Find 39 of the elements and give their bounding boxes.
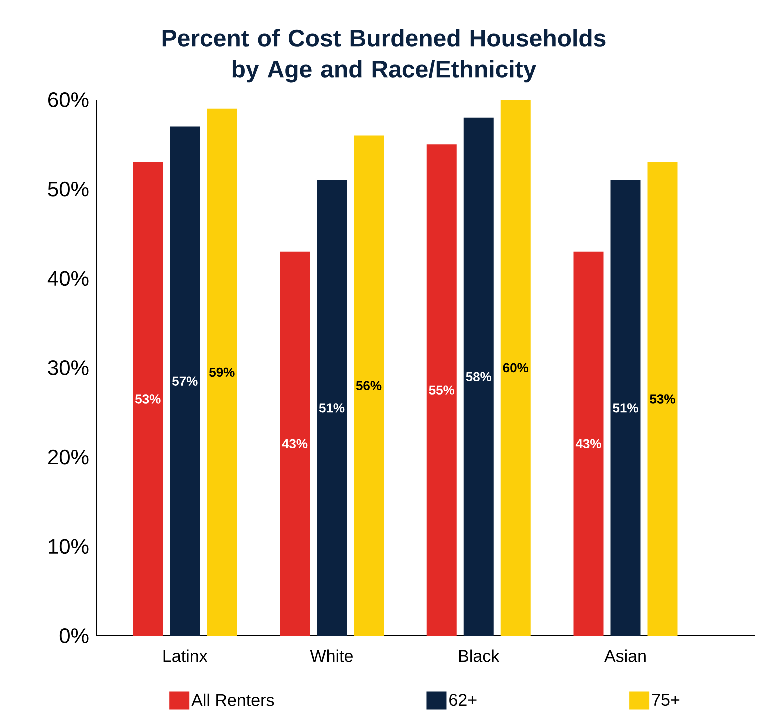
- y-tick-label: 30%: [48, 360, 89, 376]
- bar: [464, 118, 494, 636]
- bar: [280, 252, 310, 636]
- data-label: 59%: [210, 368, 235, 378]
- y-tick-label: 10%: [49, 539, 89, 554]
- legend-label: 62+: [450, 694, 477, 706]
- y-tick-label: 40%: [48, 271, 89, 286]
- data-label: 43%: [576, 439, 602, 449]
- bar: [610, 180, 641, 636]
- x-tick-label: White: [310, 650, 353, 662]
- data-label: 53%: [650, 394, 676, 404]
- data-label: 57%: [172, 376, 198, 386]
- data-label: 43%: [282, 439, 308, 449]
- x-tick-label: Black: [459, 650, 500, 662]
- data-label: 51%: [319, 404, 345, 413]
- x-tick-label: Latinx: [164, 650, 208, 662]
- bar: [574, 252, 604, 636]
- y-tick-label: 60%: [48, 92, 89, 108]
- y-tick-label: 0%: [60, 628, 89, 644]
- bar: [500, 100, 531, 636]
- chart-title: Percent of Cost Burdened Households by Age and Race/Ethnicity: [162, 29, 606, 83]
- legend-label: 75+: [652, 694, 680, 706]
- y-tick-label: 20%: [48, 450, 89, 465]
- bar: [354, 136, 384, 636]
- data-label: 58%: [466, 372, 492, 382]
- data-label: 53%: [136, 394, 161, 404]
- bar: [317, 180, 348, 636]
- bar: [648, 162, 678, 636]
- x-tick-label: Asian: [604, 650, 646, 662]
- legend-label: All Renters: [192, 694, 274, 706]
- y-tick-label: 50%: [48, 182, 89, 197]
- data-label: 55%: [429, 386, 455, 395]
- bar: [207, 108, 238, 636]
- bar: [170, 126, 200, 636]
- bar: [426, 144, 457, 636]
- bar: [133, 162, 164, 636]
- data-label: 56%: [356, 381, 382, 390]
- data-label: 60%: [503, 363, 529, 373]
- data-label: 51%: [613, 404, 638, 413]
